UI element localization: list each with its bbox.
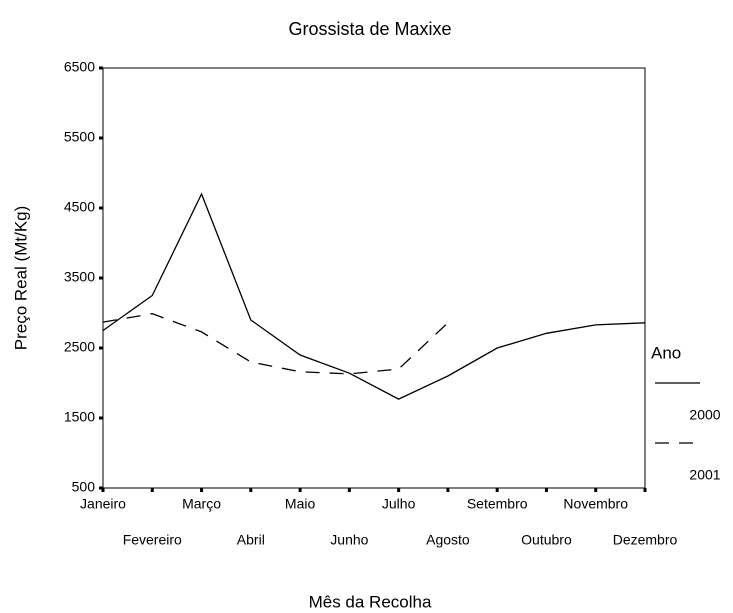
x-tick-label: Junho	[330, 532, 368, 548]
x-tick-label: Fevereiro	[123, 532, 182, 548]
x-tick-label: Abril	[237, 532, 265, 548]
x-axis-title: Mês da Recolha	[309, 592, 432, 611]
y-tick-label: 1500	[64, 409, 95, 425]
x-tick-label: Março	[182, 496, 221, 512]
x-tick-label: Outubro	[521, 532, 572, 548]
y-tick-label: 4500	[64, 199, 95, 215]
chart-title: Grossista de Maxixe	[288, 19, 451, 39]
y-tick-label: 500	[72, 479, 96, 495]
x-tick-label: Novembro	[563, 496, 628, 512]
series-line	[102, 313, 449, 375]
y-axis-title: Preço Real (Mt/Kg)	[11, 206, 30, 351]
x-tick-label: Janeiro	[80, 496, 126, 512]
legend-label: 2000	[689, 407, 720, 423]
legend-label: 2001	[689, 467, 720, 483]
series-line	[102, 192, 646, 400]
plot-frame	[102, 67, 646, 489]
x-tick-label: Maio	[285, 496, 316, 512]
x-tick-label: Agosto	[426, 532, 470, 548]
x-tick-label: Julho	[382, 496, 416, 512]
x-tick-label: Setembro	[467, 496, 528, 512]
y-tick-label: 2500	[64, 339, 95, 355]
y-tick-label: 3500	[64, 269, 95, 285]
y-tick-label: 6500	[64, 59, 95, 75]
legend-title: Ano	[651, 343, 681, 362]
x-tick-label: Dezembro	[613, 532, 678, 548]
y-tick-label: 5500	[64, 129, 95, 145]
